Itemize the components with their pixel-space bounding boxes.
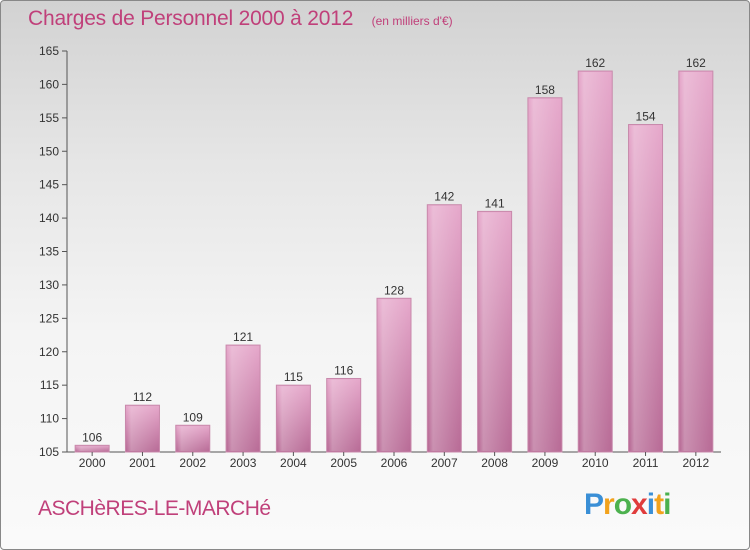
data-label: 112 (133, 390, 152, 404)
bar-highlight (528, 98, 561, 452)
bar-highlight (277, 386, 310, 451)
bar-highlight (679, 72, 712, 452)
x-tick-label: 2008 (481, 456, 508, 470)
y-tick-label: 120 (39, 345, 59, 359)
x-tick-label: 2002 (179, 456, 206, 470)
x-tick-label: 2000 (79, 456, 106, 470)
x-tick-label: 2010 (582, 456, 609, 470)
data-label: 109 (183, 410, 203, 424)
bar-highlight (378, 299, 410, 451)
logo-letter: t (654, 488, 664, 521)
y-tick-label: 110 (40, 412, 59, 426)
logo-letter: i (646, 488, 655, 521)
bar-highlight (126, 406, 159, 451)
chart-subtitle: (en milliers d'€) (371, 14, 453, 28)
data-label: 142 (434, 190, 454, 204)
logo-letter: o (613, 488, 632, 521)
logo-letter: r (603, 488, 615, 521)
data-label: 106 (82, 430, 102, 444)
y-tick-label: 145 (39, 178, 59, 192)
title-row: Charges de Personnel 2000 à 2012 (en mil… (28, 7, 453, 31)
y-tick-label: 155 (39, 111, 59, 125)
data-label: 141 (485, 196, 505, 210)
x-tick-label: 2005 (330, 456, 357, 470)
x-tick-label: 2011 (633, 456, 659, 470)
bar-highlight (428, 205, 461, 451)
logo-letter: P (584, 488, 604, 521)
data-label: 158 (535, 83, 555, 97)
bar-highlight (176, 426, 209, 451)
chart-title: Charges de Personnel 2000 à 2012 (28, 7, 354, 30)
data-label: 116 (334, 363, 353, 377)
x-tick-label: 2001 (129, 456, 156, 470)
bar-highlight (478, 212, 511, 451)
proxiti-logo: Proxiti (584, 488, 671, 522)
y-tick-label: 125 (39, 311, 59, 325)
y-tick-label: 165 (39, 44, 59, 58)
logo-letter: i (663, 488, 671, 521)
bar-highlight (629, 125, 662, 452)
y-tick-label: 150 (39, 144, 59, 158)
y-tick-label: 105 (39, 445, 59, 459)
data-label: 162 (585, 56, 605, 70)
bar-highlight (227, 346, 260, 451)
y-tick-label: 115 (40, 378, 59, 392)
y-tick-label: 130 (39, 278, 59, 292)
data-label: 128 (384, 283, 404, 297)
x-tick-label: 2004 (280, 456, 307, 470)
logo-letter: x (631, 488, 648, 521)
x-tick-label: 2009 (532, 456, 559, 470)
commune-name: ASCHèRES-LE-MARCHé (38, 497, 271, 520)
bar-highlight (327, 379, 360, 451)
data-label: 162 (686, 56, 706, 70)
y-tick-label: 135 (39, 245, 59, 259)
x-tick-label: 2003 (230, 456, 257, 470)
y-tick-label: 160 (39, 77, 59, 91)
y-tick-label: 140 (39, 211, 59, 225)
x-tick-label: 2007 (431, 456, 458, 470)
bar-highlight (579, 72, 612, 452)
data-label: 121 (233, 330, 253, 344)
x-tick-label: 2012 (682, 456, 709, 470)
bar-highlight (76, 446, 109, 451)
data-label: 154 (636, 110, 656, 124)
x-tick-label: 2006 (381, 456, 408, 470)
data-label: 115 (284, 370, 303, 384)
